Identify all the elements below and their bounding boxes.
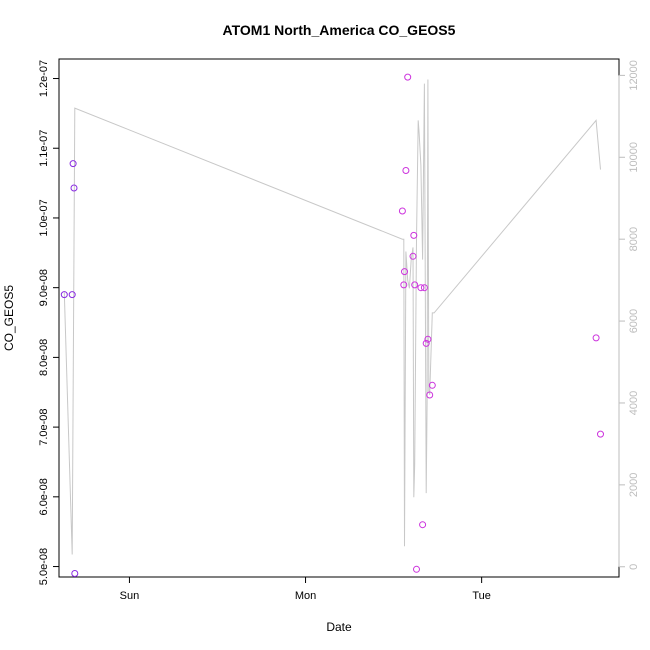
y2-tick-label: 0 (628, 564, 640, 570)
y-tick-label: 1.2e-07 (38, 60, 50, 97)
data-point-2 (69, 160, 77, 168)
y2-tick-label: 2000 (628, 473, 640, 497)
y-tick-label: 6.0e-08 (38, 478, 50, 515)
points-layer (60, 73, 604, 577)
data-point-19 (426, 391, 434, 399)
data-point-22 (597, 430, 604, 438)
y2-tick-label: 4000 (628, 391, 640, 415)
data-point-18 (424, 335, 432, 343)
y-axis-left: 5.0e-08 6.0e-08 7.0e-08 8.0e-08 9.0e-08 1.0e-… (38, 60, 59, 585)
data-point-21 (592, 334, 600, 342)
x-tick-label: Sun (120, 590, 140, 602)
y-tick-label: 1.0e-07 (38, 199, 50, 236)
secondary-series-line (63, 79, 601, 555)
data-point-3 (70, 184, 78, 192)
y2-tick-label: 12000 (628, 60, 640, 91)
y-axis-label: CO_GEOS5 (2, 285, 16, 351)
data-point-8 (402, 167, 410, 174)
y2-tick-label: 10000 (628, 142, 640, 173)
data-point-13 (413, 565, 420, 573)
y-tick-label: 5.0e-08 (38, 548, 50, 585)
data-point-0 (60, 291, 68, 299)
data-point-15 (419, 521, 427, 529)
secondary-line-layer (63, 79, 601, 555)
data-point-6 (400, 281, 408, 289)
data-point-12 (411, 281, 419, 289)
y-tick-label: 8.0e-08 (38, 339, 50, 376)
data-point-14 (417, 284, 425, 292)
data-point-10 (409, 252, 417, 260)
y2-tick-label: 6000 (628, 309, 640, 333)
chart-title: ATOM1 North_America CO_GEOS5 (223, 22, 456, 38)
x-axis-label: Date (326, 620, 352, 634)
data-point-16 (420, 284, 428, 292)
y-axis-right: 0 2000 4000 6000 8000 10000 12000 (618, 60, 640, 570)
plot-frame (58, 58, 620, 578)
data-point-5 (398, 207, 406, 215)
y2-tick-label: 8000 (628, 227, 640, 251)
data-point-4 (71, 570, 79, 577)
y-tick-label: 9.0e-08 (38, 269, 50, 306)
data-point-17 (422, 339, 430, 347)
data-point-7 (401, 268, 408, 276)
data-point-11 (410, 231, 418, 239)
x-axis: Sun Mon Tue (120, 577, 491, 602)
x-tick-label: Mon (295, 590, 316, 602)
y-tick-label: 1.1e-07 (38, 130, 50, 167)
y-tick-label: 7.0e-08 (38, 408, 50, 445)
data-point-9 (404, 73, 412, 81)
x-tick-label: Tue (472, 590, 491, 602)
data-point-1 (68, 291, 76, 299)
data-point-20 (428, 381, 436, 389)
